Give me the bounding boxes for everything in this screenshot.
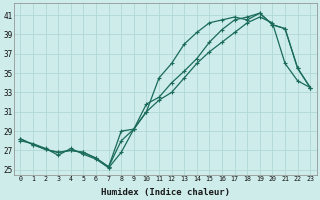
X-axis label: Humidex (Indice chaleur): Humidex (Indice chaleur)	[101, 188, 230, 197]
